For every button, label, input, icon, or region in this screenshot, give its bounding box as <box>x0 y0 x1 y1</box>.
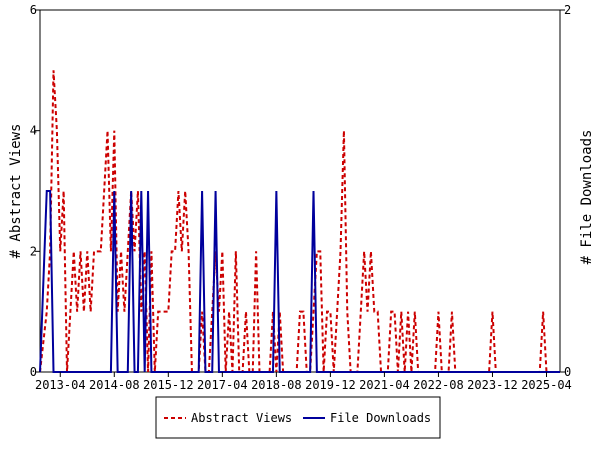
legend-box <box>155 396 441 439</box>
legend-label-abstract-views: Abstract Views <box>191 411 292 425</box>
legend: Abstract Views File Downloads <box>155 396 441 439</box>
y-left-tick-label: 6 <box>30 3 37 17</box>
series-line-file-downloads <box>39 190 560 373</box>
y-axis-right-title: # File Downloads <box>579 130 595 265</box>
y-left-tick-label: 2 <box>30 244 37 258</box>
x-tick-label: 2019-12 <box>305 378 356 392</box>
series-line-abstract-views <box>39 70 560 373</box>
y-left-tick-label: 4 <box>30 124 37 138</box>
x-tick-label: 2017-04 <box>197 378 248 392</box>
series-layer <box>39 70 560 373</box>
y-right-tick-label: 2 <box>564 3 571 17</box>
x-tick-label: 2018-08 <box>251 378 302 392</box>
ticks-layer: 2013-04 2014-08 2015-12 2017-04 2018-08 2019-… <box>30 3 572 392</box>
x-tick-label: 2014-08 <box>89 378 140 392</box>
x-tick-label: 2025-04 <box>521 378 572 392</box>
legend-label-file-downloads: File Downloads <box>330 411 431 425</box>
y-left-tick-label: 0 <box>30 365 37 379</box>
x-tick-label: 2013-04 <box>35 378 86 392</box>
x-tick-label: 2015-12 <box>143 378 194 392</box>
x-tick-label: 2023-12 <box>467 378 518 392</box>
y-axis-left-title: # Abstract Views <box>8 124 24 259</box>
x-tick-label: 2022-08 <box>413 378 464 392</box>
y-right-tick-label: 0 <box>564 365 571 379</box>
x-tick-label: 2021-04 <box>359 378 410 392</box>
